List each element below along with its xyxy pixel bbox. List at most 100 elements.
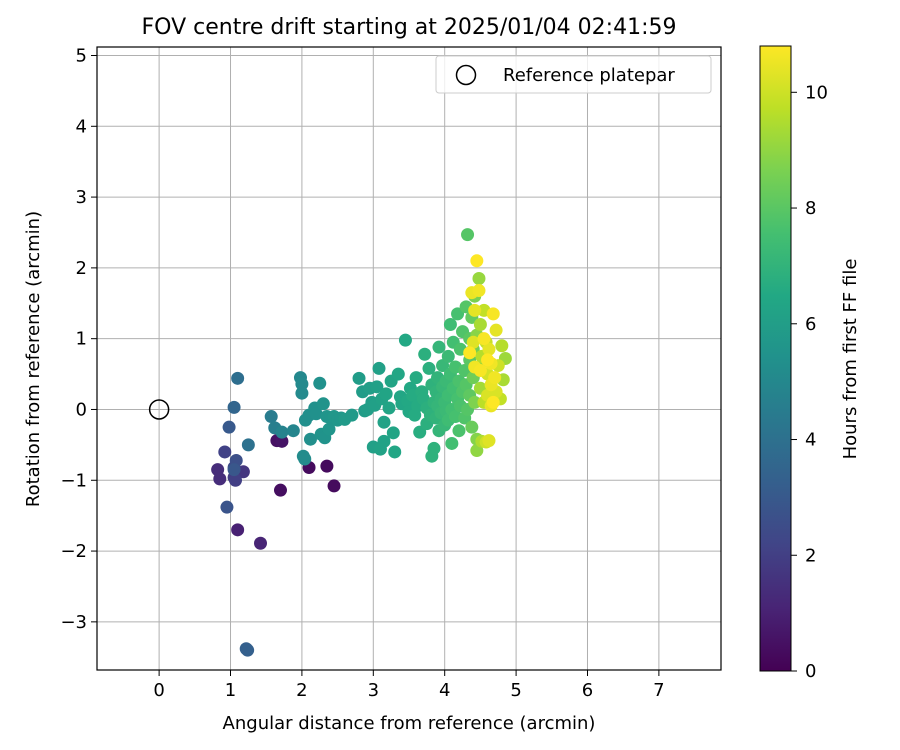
y-tick-label: −1 [60,470,87,491]
data-point [482,434,496,448]
legend-label-reference: Reference platepar [503,65,675,86]
data-point [231,371,245,385]
data-point [377,415,391,429]
colorbar-ticks: 0 2 4 6 8 10 [791,82,828,682]
data-point [213,472,227,486]
data-point [495,339,509,353]
data-point [253,536,267,550]
data-point [472,272,486,286]
y-tick-label: 5 [76,45,87,66]
data-point [473,364,487,378]
data-point [264,410,278,424]
legend-box [435,55,712,94]
y-tick-label: 2 [76,258,87,279]
data-point [398,333,412,347]
data-point [418,347,432,361]
y-tick-label: −3 [60,612,87,633]
data-point [388,445,402,459]
data-point [241,643,255,657]
x-tick-label: 0 [153,680,164,701]
data-point [461,228,475,242]
data-point [327,479,341,493]
data-point [273,483,287,497]
y-ticks: −3 −2 −1 0 1 2 3 4 5 [60,45,97,633]
x-axis-label: Angular distance from reference (arcmin) [223,713,596,734]
x-tick-label: 3 [368,680,379,701]
data-point [295,377,309,391]
data-point [465,420,479,434]
data-point [309,407,323,421]
data-point [382,401,396,415]
data-point [489,323,503,337]
data-point [445,436,459,450]
legend-marker-reference [455,64,477,86]
data-point [466,335,480,349]
y-tick-label: 3 [76,187,87,208]
data-point [322,422,336,436]
x-tick-label: 5 [510,680,521,701]
data-point [451,307,465,321]
y-tick-label: 1 [76,329,87,350]
data-point [286,424,300,438]
data-point [413,425,427,439]
data-point [488,371,502,385]
reference-platepar-marker [148,399,170,420]
data-point [486,307,500,321]
data-point [432,340,446,354]
data-point [386,426,400,440]
data-point [241,438,255,452]
data-point [427,441,441,455]
x-tick-label: 1 [225,680,236,701]
colorbar-tick-label: 2 [805,545,816,566]
data-point [481,353,495,367]
data-point [452,424,466,438]
data-point [298,452,312,466]
x-ticks: 0 1 2 3 4 5 6 7 [153,670,665,701]
data-point [275,425,289,439]
data-point [482,342,496,356]
x-tick-label: 2 [296,680,307,701]
data-point [320,459,334,473]
grid-lines [97,47,721,670]
data-point [218,445,232,459]
colorbar-tick-label: 8 [805,198,816,219]
data-point [468,395,482,409]
plot-frame [96,46,722,671]
data-point [409,371,423,385]
colorbar-tick-label: 10 [805,82,828,103]
data-point [222,420,236,434]
data-point [486,395,500,409]
data-point [303,432,317,446]
data-point [470,254,484,268]
data-point [463,346,477,360]
colorbar-tick-label: 0 [805,661,816,682]
legend: Reference platepar [435,55,712,94]
y-axis-label: Rotation from reference (arcmin) [23,211,44,507]
data-point [275,434,289,448]
data-point [458,364,472,378]
colorbar-gradient [759,45,792,672]
data-point [377,434,391,448]
data-point [231,523,245,537]
data-point [473,318,487,332]
data-point [468,303,482,317]
colorbar-tick-label: 4 [805,430,816,451]
x-tick-label: 4 [439,680,450,701]
data-point [391,367,405,381]
data-point [477,332,491,346]
y-tick-label: −2 [60,541,87,562]
data-point [370,380,384,394]
y-tick-label: 0 [76,399,87,420]
data-points [211,228,512,657]
x-tick-label: 7 [653,680,664,701]
data-point [220,500,234,514]
data-point [443,318,457,332]
data-point [313,376,327,390]
data-point [372,361,386,375]
colorbar: 0 2 4 6 8 10 Hours from first FF file [759,45,861,682]
data-point [229,473,243,487]
x-tick-label: 6 [582,680,593,701]
data-point [472,284,486,298]
chart-title: FOV centre drift starting at 2025/01/04 … [142,15,677,40]
